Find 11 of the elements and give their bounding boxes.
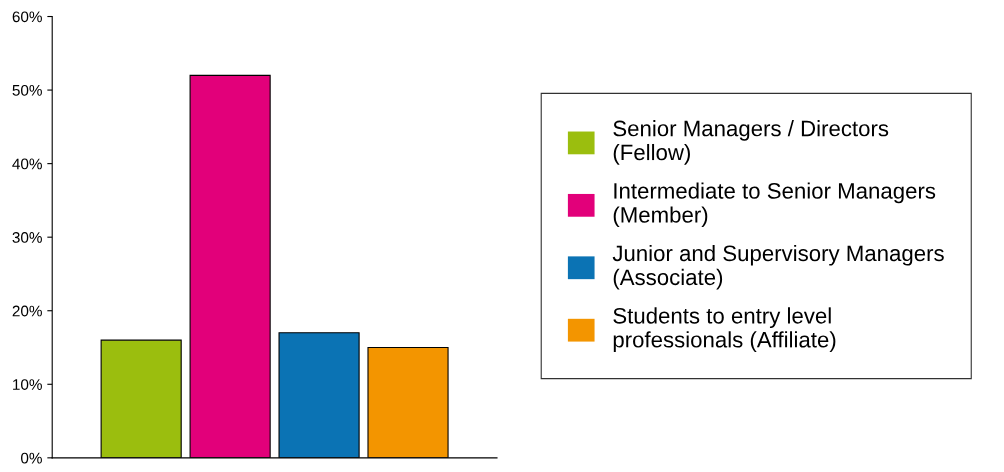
legend-label: Senior Managers / Directors (Fellow) <box>613 120 889 165</box>
legend-label: Intermediate to Senior Managers (Member) <box>613 182 936 228</box>
y-tick-label: 30% <box>12 232 42 243</box>
y-tick-label: 0% <box>21 452 42 464</box>
y-tick-label: 20% <box>12 305 42 317</box>
legend-label: Students to entry level professionals (Affiliate) <box>613 307 836 352</box>
y-tick-label: 40% <box>12 158 42 170</box>
y-tick-label: 60% <box>12 11 42 23</box>
y-tick-label: 10% <box>13 379 42 390</box>
legend-label: Junior and Supervisory Managers (Associate) <box>612 244 944 290</box>
y-tick-label: 50% <box>12 84 42 96</box>
